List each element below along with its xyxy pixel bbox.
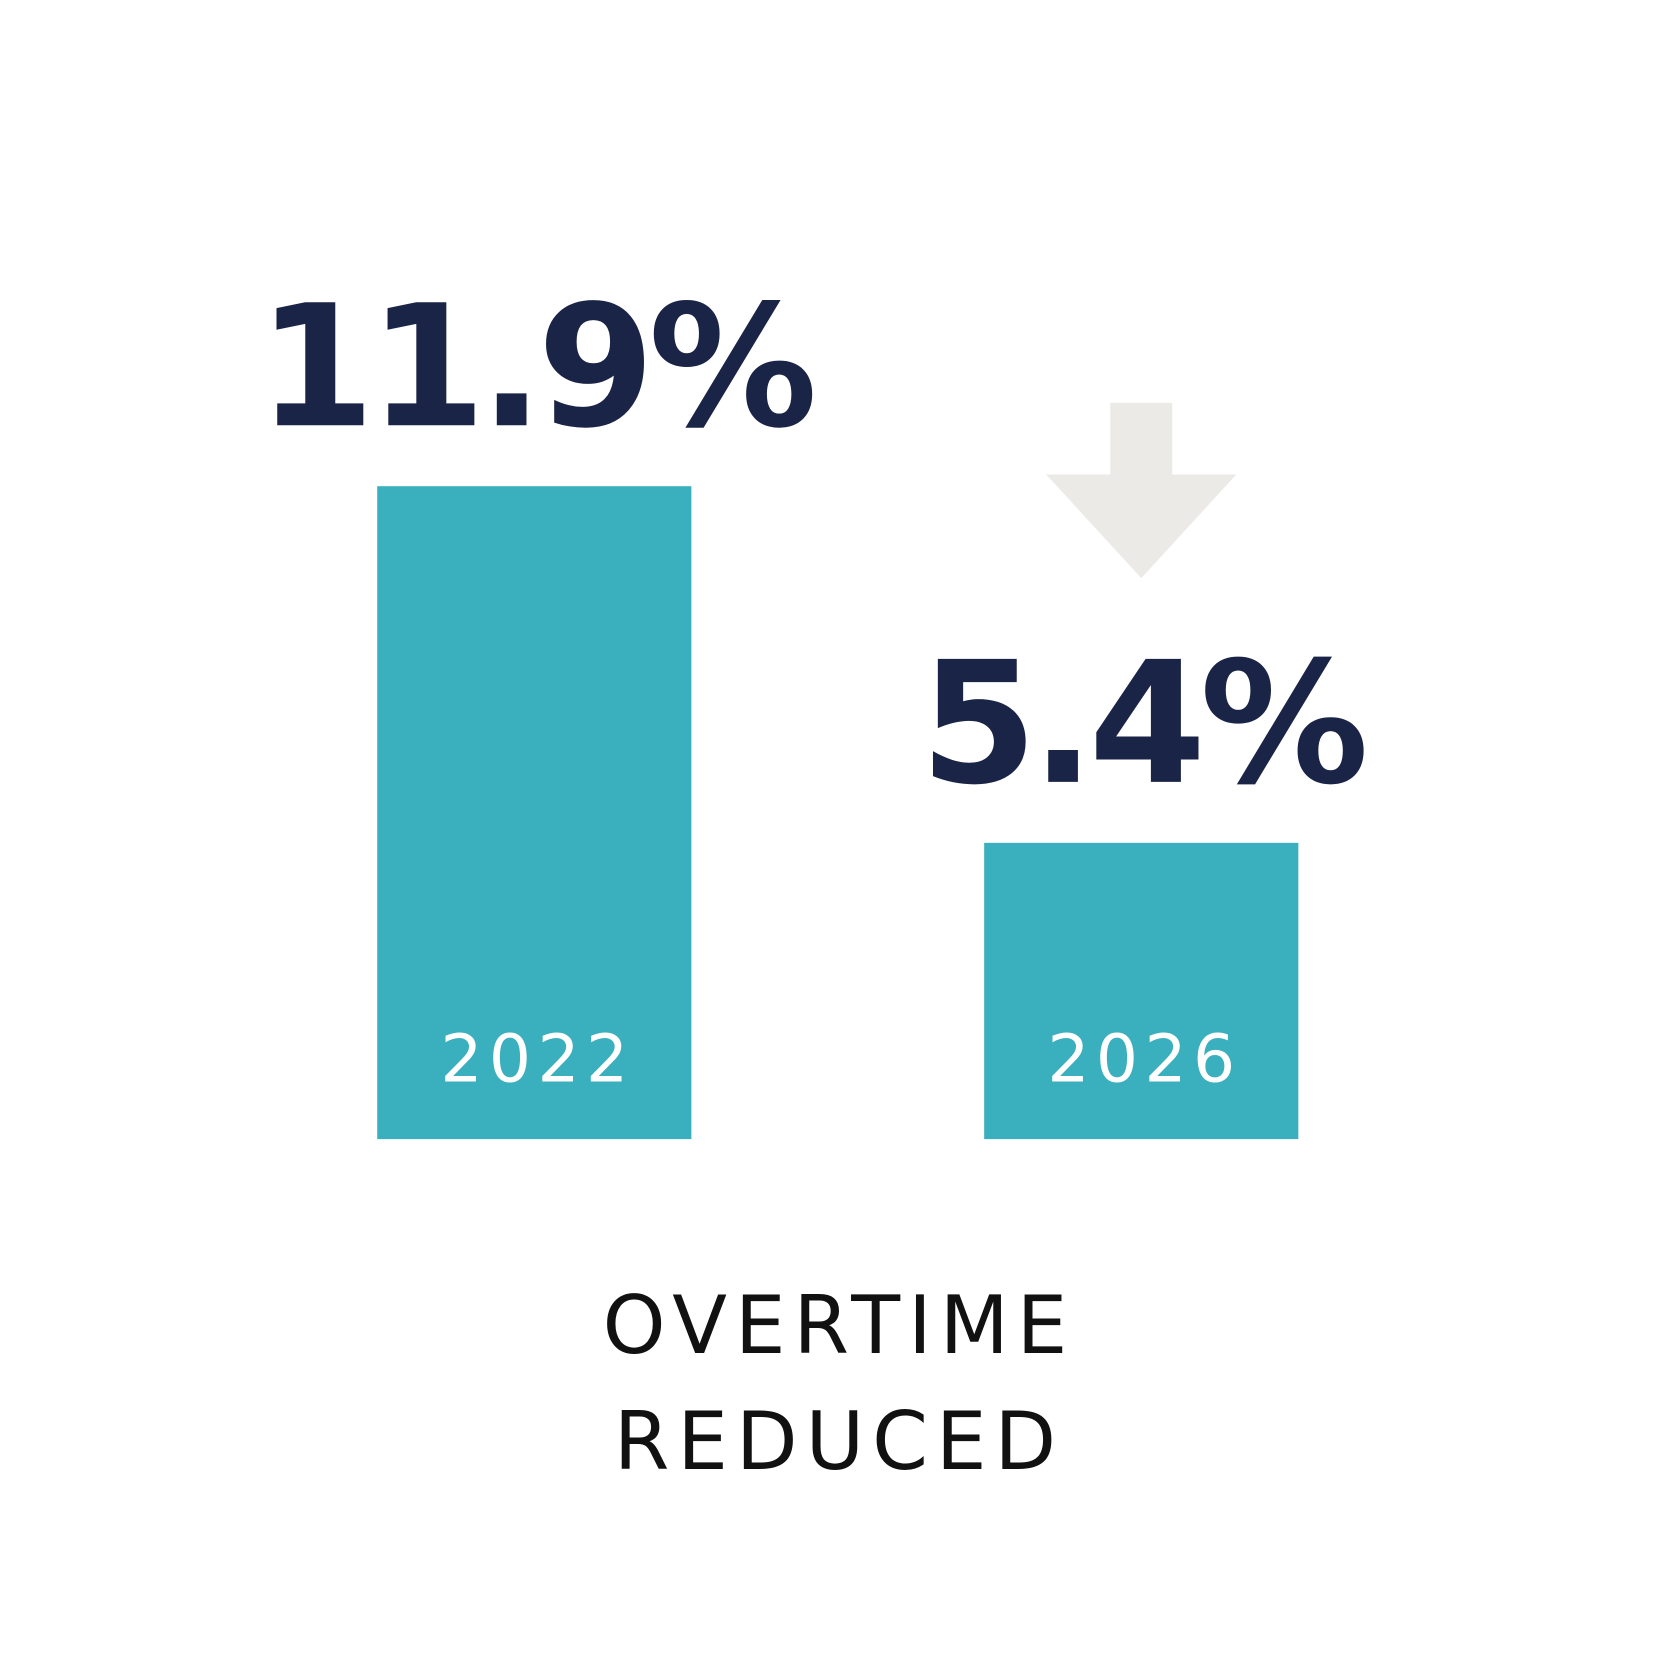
chart-title: OVERTIME REDUCED (602, 1279, 1076, 1488)
category-label: 2022 (440, 1020, 634, 1097)
category-label: 2026 (1047, 1020, 1241, 1097)
bar (984, 842, 1299, 1140)
value-label: 5.4% (920, 625, 1364, 822)
value-label: 11.9% (257, 268, 812, 465)
down-arrow (1046, 402, 1237, 579)
bar (377, 486, 692, 1140)
